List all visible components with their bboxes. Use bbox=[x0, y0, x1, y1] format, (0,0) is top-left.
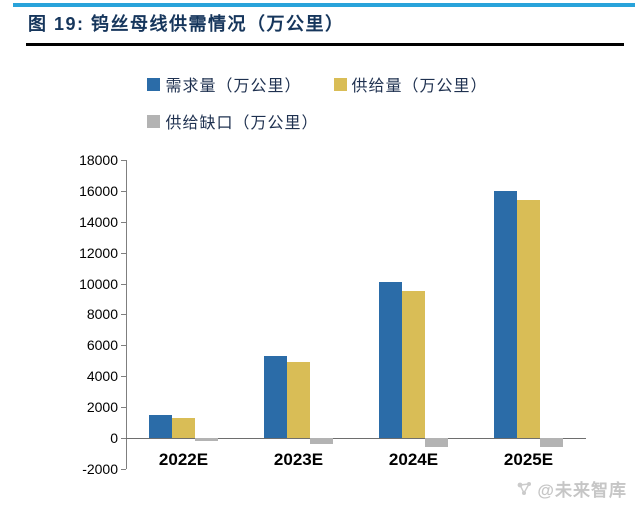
bar-2023E-series2 bbox=[310, 438, 333, 445]
y-axis-tick-mark bbox=[121, 407, 126, 409]
y-axis-tick-label: 0 bbox=[110, 430, 118, 446]
y-axis-tick-label: 18000 bbox=[79, 152, 118, 168]
legend-swatch-icon bbox=[333, 77, 347, 91]
y-axis-tick-mark bbox=[121, 468, 126, 470]
x-axis-category-label: 2024E bbox=[388, 450, 439, 469]
watermark: @未来智库 bbox=[515, 476, 627, 501]
bar-2022E-series2 bbox=[195, 438, 218, 442]
y-axis-tick-mark bbox=[121, 160, 126, 161]
y-axis-tick-label: 4000 bbox=[86, 368, 118, 385]
y-axis-tick-label: 6000 bbox=[86, 337, 118, 354]
watermark-text: @未来智库 bbox=[537, 481, 627, 500]
bar-2025E-series1 bbox=[517, 200, 540, 438]
legend-swatch-icon bbox=[147, 114, 161, 128]
x-axis-category-label: 2023E bbox=[273, 450, 324, 469]
y-axis-line bbox=[126, 160, 127, 469]
bar-2024E-series0 bbox=[379, 282, 402, 438]
y-axis-tick-label: 2000 bbox=[86, 399, 118, 416]
y-axis-tick-label: 16000 bbox=[79, 182, 118, 199]
bar-2025E-series0 bbox=[494, 190, 517, 438]
y-axis-tick-mark bbox=[121, 345, 126, 347]
y-axis-tick-mark bbox=[121, 252, 126, 254]
legend-row: 需求量（万公里） 供给量（万公里） bbox=[147, 72, 487, 96]
legend-swatch-icon bbox=[147, 77, 161, 91]
bar-2022E-series0 bbox=[149, 414, 172, 438]
legend-item-series2: 供给缺口（万公里） bbox=[147, 109, 318, 133]
legend-row: 供给缺口（万公里） bbox=[147, 109, 318, 133]
bar-2022E-series1 bbox=[172, 417, 195, 438]
y-axis-tick-label: 10000 bbox=[79, 275, 118, 292]
bar-2024E-series1 bbox=[402, 291, 425, 438]
chart-legend: 需求量（万公里） 供给量（万公里） 供给缺口（万公里） bbox=[0, 72, 635, 146]
y-axis-tick-mark bbox=[121, 314, 126, 316]
y-axis-tick-mark bbox=[121, 221, 126, 223]
bar-2023E-series1 bbox=[287, 362, 310, 438]
y-axis-tick-mark bbox=[121, 438, 126, 439]
y-axis-tick-label: 12000 bbox=[79, 244, 118, 261]
y-axis-tick-mark bbox=[121, 283, 126, 285]
bar-2024E-series2 bbox=[425, 438, 448, 448]
y-axis-tick-mark bbox=[121, 376, 126, 378]
y-axis-tick-label: 8000 bbox=[86, 306, 118, 323]
legend-item-series1: 供给量（万公里） bbox=[333, 72, 488, 96]
bar-2025E-series2 bbox=[540, 438, 563, 448]
y-axis-tick-mark bbox=[121, 190, 126, 192]
bar-2023E-series0 bbox=[264, 356, 287, 438]
legend-label: 供给量（万公里） bbox=[351, 78, 488, 95]
y-axis-tick-label: 14000 bbox=[79, 213, 118, 230]
legend-label: 供给缺口（万公里） bbox=[165, 115, 319, 132]
network-logo-icon bbox=[518, 481, 532, 495]
y-axis-tick-label: -2000 bbox=[82, 460, 118, 477]
title-underline bbox=[26, 43, 624, 46]
x-axis-category-label: 2025E bbox=[503, 450, 554, 469]
legend-item-series0: 需求量（万公里） bbox=[147, 72, 301, 96]
x-axis-line bbox=[126, 438, 586, 439]
x-axis-category-label: 2022E bbox=[158, 450, 209, 469]
top-accent-rule bbox=[13, 3, 635, 7]
legend-label: 需求量（万公里） bbox=[165, 78, 302, 95]
figure-title: 图 19: 钨丝母线供需情况（万公里） bbox=[28, 14, 345, 34]
